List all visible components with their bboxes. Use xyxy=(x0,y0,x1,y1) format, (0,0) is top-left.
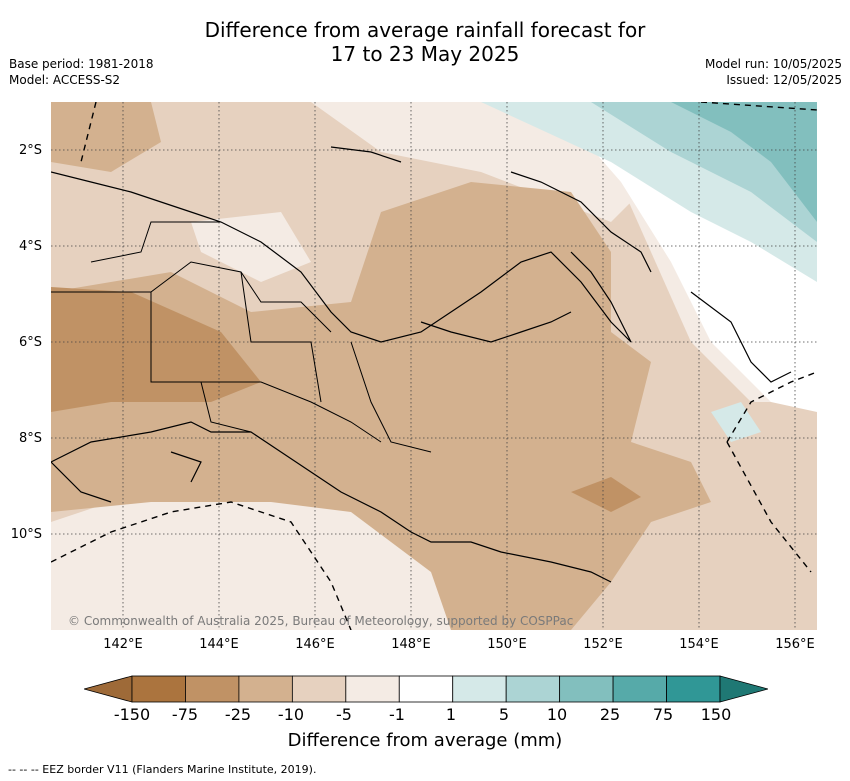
base-period: Base period: 1981-2018 xyxy=(9,57,154,71)
colorbar-segment xyxy=(559,675,614,703)
cb-tick: 5 xyxy=(498,705,510,724)
lon-label-152e: 152°E xyxy=(583,637,623,652)
model-name: Model: ACCESS-S2 xyxy=(9,73,121,87)
colorbar-segment xyxy=(345,675,400,703)
colorbar-segment xyxy=(666,675,721,703)
province-borders xyxy=(51,221,432,453)
colorbar-segment xyxy=(505,675,561,703)
meta-left: Base period: 1981-2018 Model: ACCESS-S2 xyxy=(9,56,154,88)
lon-label-156e: 156°E xyxy=(775,637,815,652)
lon-label-150e: 150°E xyxy=(487,637,527,652)
map-title: Difference from average rainfall forecas… xyxy=(0,18,850,66)
coastlines xyxy=(51,146,792,583)
zone-wet-small xyxy=(711,402,761,442)
title-line-2: 17 to 23 May 2025 xyxy=(330,42,520,66)
color-bar xyxy=(84,675,768,703)
cb-tick: 75 xyxy=(652,705,674,724)
colorbar-segment xyxy=(398,675,454,703)
lon-label-154e: 154°E xyxy=(679,637,719,652)
cb-tick: -10 xyxy=(277,705,305,724)
cb-tick: 150 xyxy=(700,705,732,724)
title-line-1: Difference from average rainfall forecas… xyxy=(204,18,646,42)
colorbar-segment xyxy=(612,675,667,703)
lat-label-10s: 10°S xyxy=(10,527,42,542)
colorbar-segment xyxy=(452,675,507,703)
cb-tick: 25 xyxy=(599,705,621,724)
cb-tick: -5 xyxy=(336,705,352,724)
lon-label-144e: 144°E xyxy=(199,637,239,652)
issued-date: Issued: 12/05/2025 xyxy=(726,73,842,87)
cb-tick: -75 xyxy=(171,705,199,724)
colorbar-arrow-low xyxy=(84,675,133,703)
lon-label-146e: 146°E xyxy=(295,637,335,652)
cb-tick: 10 xyxy=(546,705,568,724)
copyright-notice: © Commonwealth of Australia 2025, Bureau… xyxy=(68,614,574,628)
zone-very-light-inland xyxy=(191,212,311,282)
rainfall-map: © Commonwealth of Australia 2025, Bureau… xyxy=(51,102,817,630)
lat-label-6s: 6°S xyxy=(18,335,42,350)
cb-tick: -150 xyxy=(113,705,151,724)
zone-wet-3 xyxy=(671,102,817,222)
colorbar-segment xyxy=(291,675,347,703)
zone-dry-east xyxy=(571,477,641,512)
colorbar-segment xyxy=(131,675,186,703)
colorbar-segment xyxy=(185,675,240,703)
lat-label-8s: 8°S xyxy=(18,431,42,446)
zone-tan-northwest xyxy=(51,102,161,172)
lon-label-148e: 148°E xyxy=(391,637,431,652)
lat-label-2s: 2°S xyxy=(18,143,42,158)
map-canvas xyxy=(51,102,817,630)
lat-label-4s: 4°S xyxy=(18,239,42,254)
colorbar-arrow-high xyxy=(719,675,768,703)
lon-label-142e: 142°E xyxy=(103,637,143,652)
eez-footnote: -- -- -- EEZ border V11 (Flanders Marine… xyxy=(8,763,317,776)
eez-borders xyxy=(51,102,817,630)
meta-right: Model run: 10/05/2025 Issued: 12/05/2025 xyxy=(705,56,842,88)
colorbar-label: Difference from average (mm) xyxy=(287,730,563,751)
zone-dry-west xyxy=(51,287,261,412)
model-run: Model run: 10/05/2025 xyxy=(704,57,842,71)
cb-tick: -25 xyxy=(224,705,252,724)
cb-tick: -1 xyxy=(389,705,405,724)
colorbar-segment xyxy=(238,675,293,703)
zone-tan xyxy=(51,182,711,630)
graticule xyxy=(51,102,817,630)
cb-tick: 1 xyxy=(445,705,457,724)
